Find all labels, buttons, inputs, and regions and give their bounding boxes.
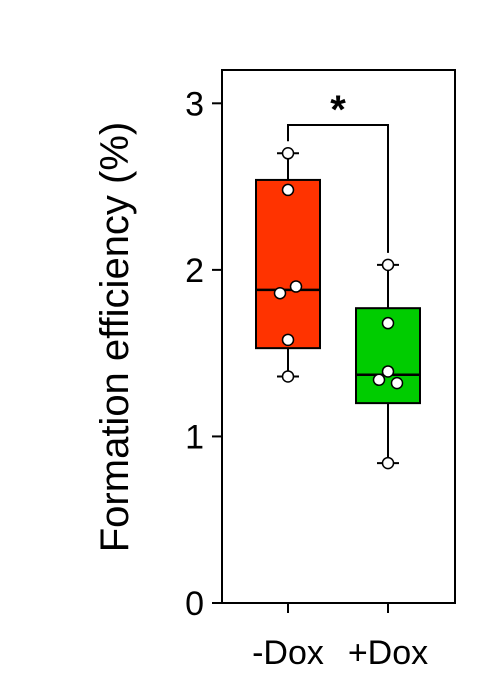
x-tick-label: -Dox — [252, 634, 324, 672]
data-point — [281, 147, 295, 160]
data-point — [381, 258, 395, 272]
plot-frame — [221, 69, 456, 604]
box-plus-dox — [355, 263, 421, 465]
y-tick-label: 0 — [185, 585, 204, 623]
y-tick-label: 3 — [185, 85, 204, 123]
data-point — [281, 333, 295, 347]
data-point — [372, 373, 386, 387]
box-series — [255, 152, 421, 465]
bracket-line — [287, 123, 389, 253]
box-body — [255, 178, 321, 350]
y-tick-label: 2 — [185, 252, 204, 290]
data-point — [273, 286, 287, 300]
data-points — [273, 147, 404, 470]
axes: 0 1 2 3 -Dox +Dox — [185, 69, 456, 672]
data-point — [390, 376, 404, 390]
significance-bracket: * — [287, 88, 389, 253]
y-axis-label: Formation efficiency (%) — [93, 122, 137, 553]
data-point — [381, 316, 395, 330]
data-point — [289, 280, 303, 293]
data-point — [281, 183, 295, 197]
data-point — [381, 365, 395, 378]
significance-label: * — [330, 88, 346, 132]
data-point — [381, 456, 395, 470]
y-tick-label: 1 — [185, 418, 204, 456]
x-tick-label: +Dox — [348, 634, 428, 672]
data-point — [281, 370, 295, 383]
box-minus-dox — [255, 152, 321, 378]
